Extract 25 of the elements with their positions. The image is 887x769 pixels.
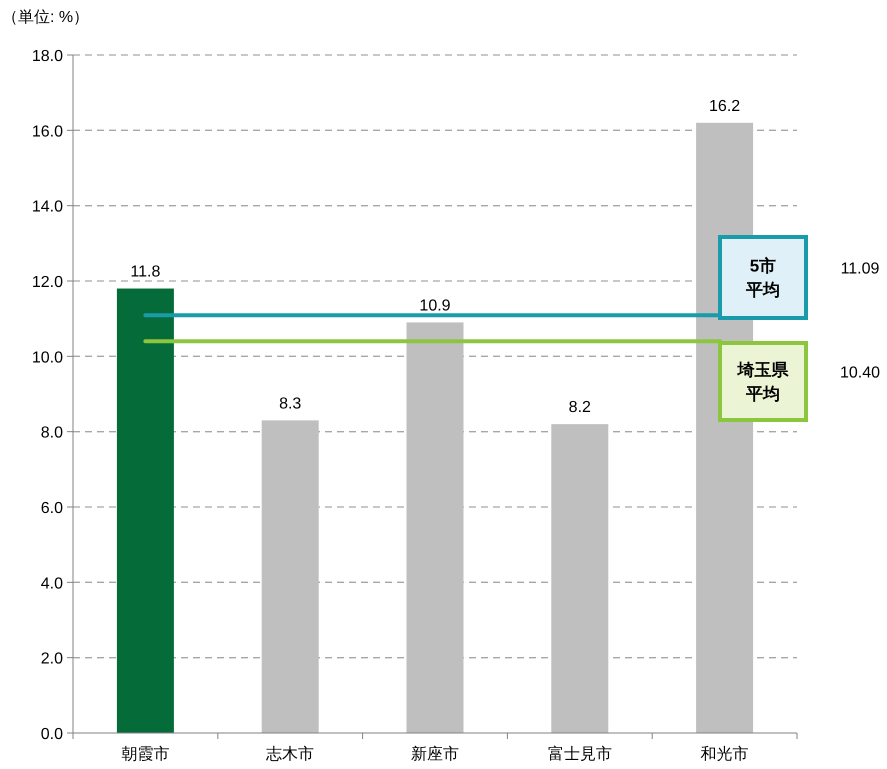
data-label: 8.2 (568, 399, 592, 416)
y-tick-label: 8.0 (40, 424, 64, 442)
y-tick-label: 14.0 (32, 198, 64, 216)
text: 11.09 (840, 260, 880, 278)
ref-line-label: 埼玉県平均 (736, 360, 790, 404)
x-tick-label: 志木市 (266, 745, 314, 763)
x-tick-label: 新座市 (411, 745, 459, 763)
y-tick-label: 0.0 (40, 726, 64, 743)
x-tick-label: 朝霞市 (121, 745, 170, 763)
y-axis-title: （単位: %） (2, 9, 90, 26)
x-tick-label: 富士見市 (548, 745, 612, 763)
y-tick-label: 4.0 (40, 575, 64, 592)
text: 10.40 (840, 364, 880, 382)
data-label: 11.8 (130, 264, 160, 281)
y-tick-label: 2.0 (40, 650, 64, 668)
data-label: 10.9 (419, 297, 451, 314)
y-tick-label: 12.0 (32, 274, 64, 291)
x-tick-label: 和光市 (700, 745, 749, 763)
y-tick-label: 16.0 (32, 123, 64, 140)
ref-line-label: 5市平均 (745, 256, 780, 300)
data-label: 8.3 (279, 395, 302, 412)
data-label: 16.2 (709, 98, 740, 115)
y-tick-label: 6.0 (40, 500, 64, 517)
y-tick-label: 18.0 (32, 48, 64, 65)
y-tick-label: 10.0 (32, 349, 64, 366)
